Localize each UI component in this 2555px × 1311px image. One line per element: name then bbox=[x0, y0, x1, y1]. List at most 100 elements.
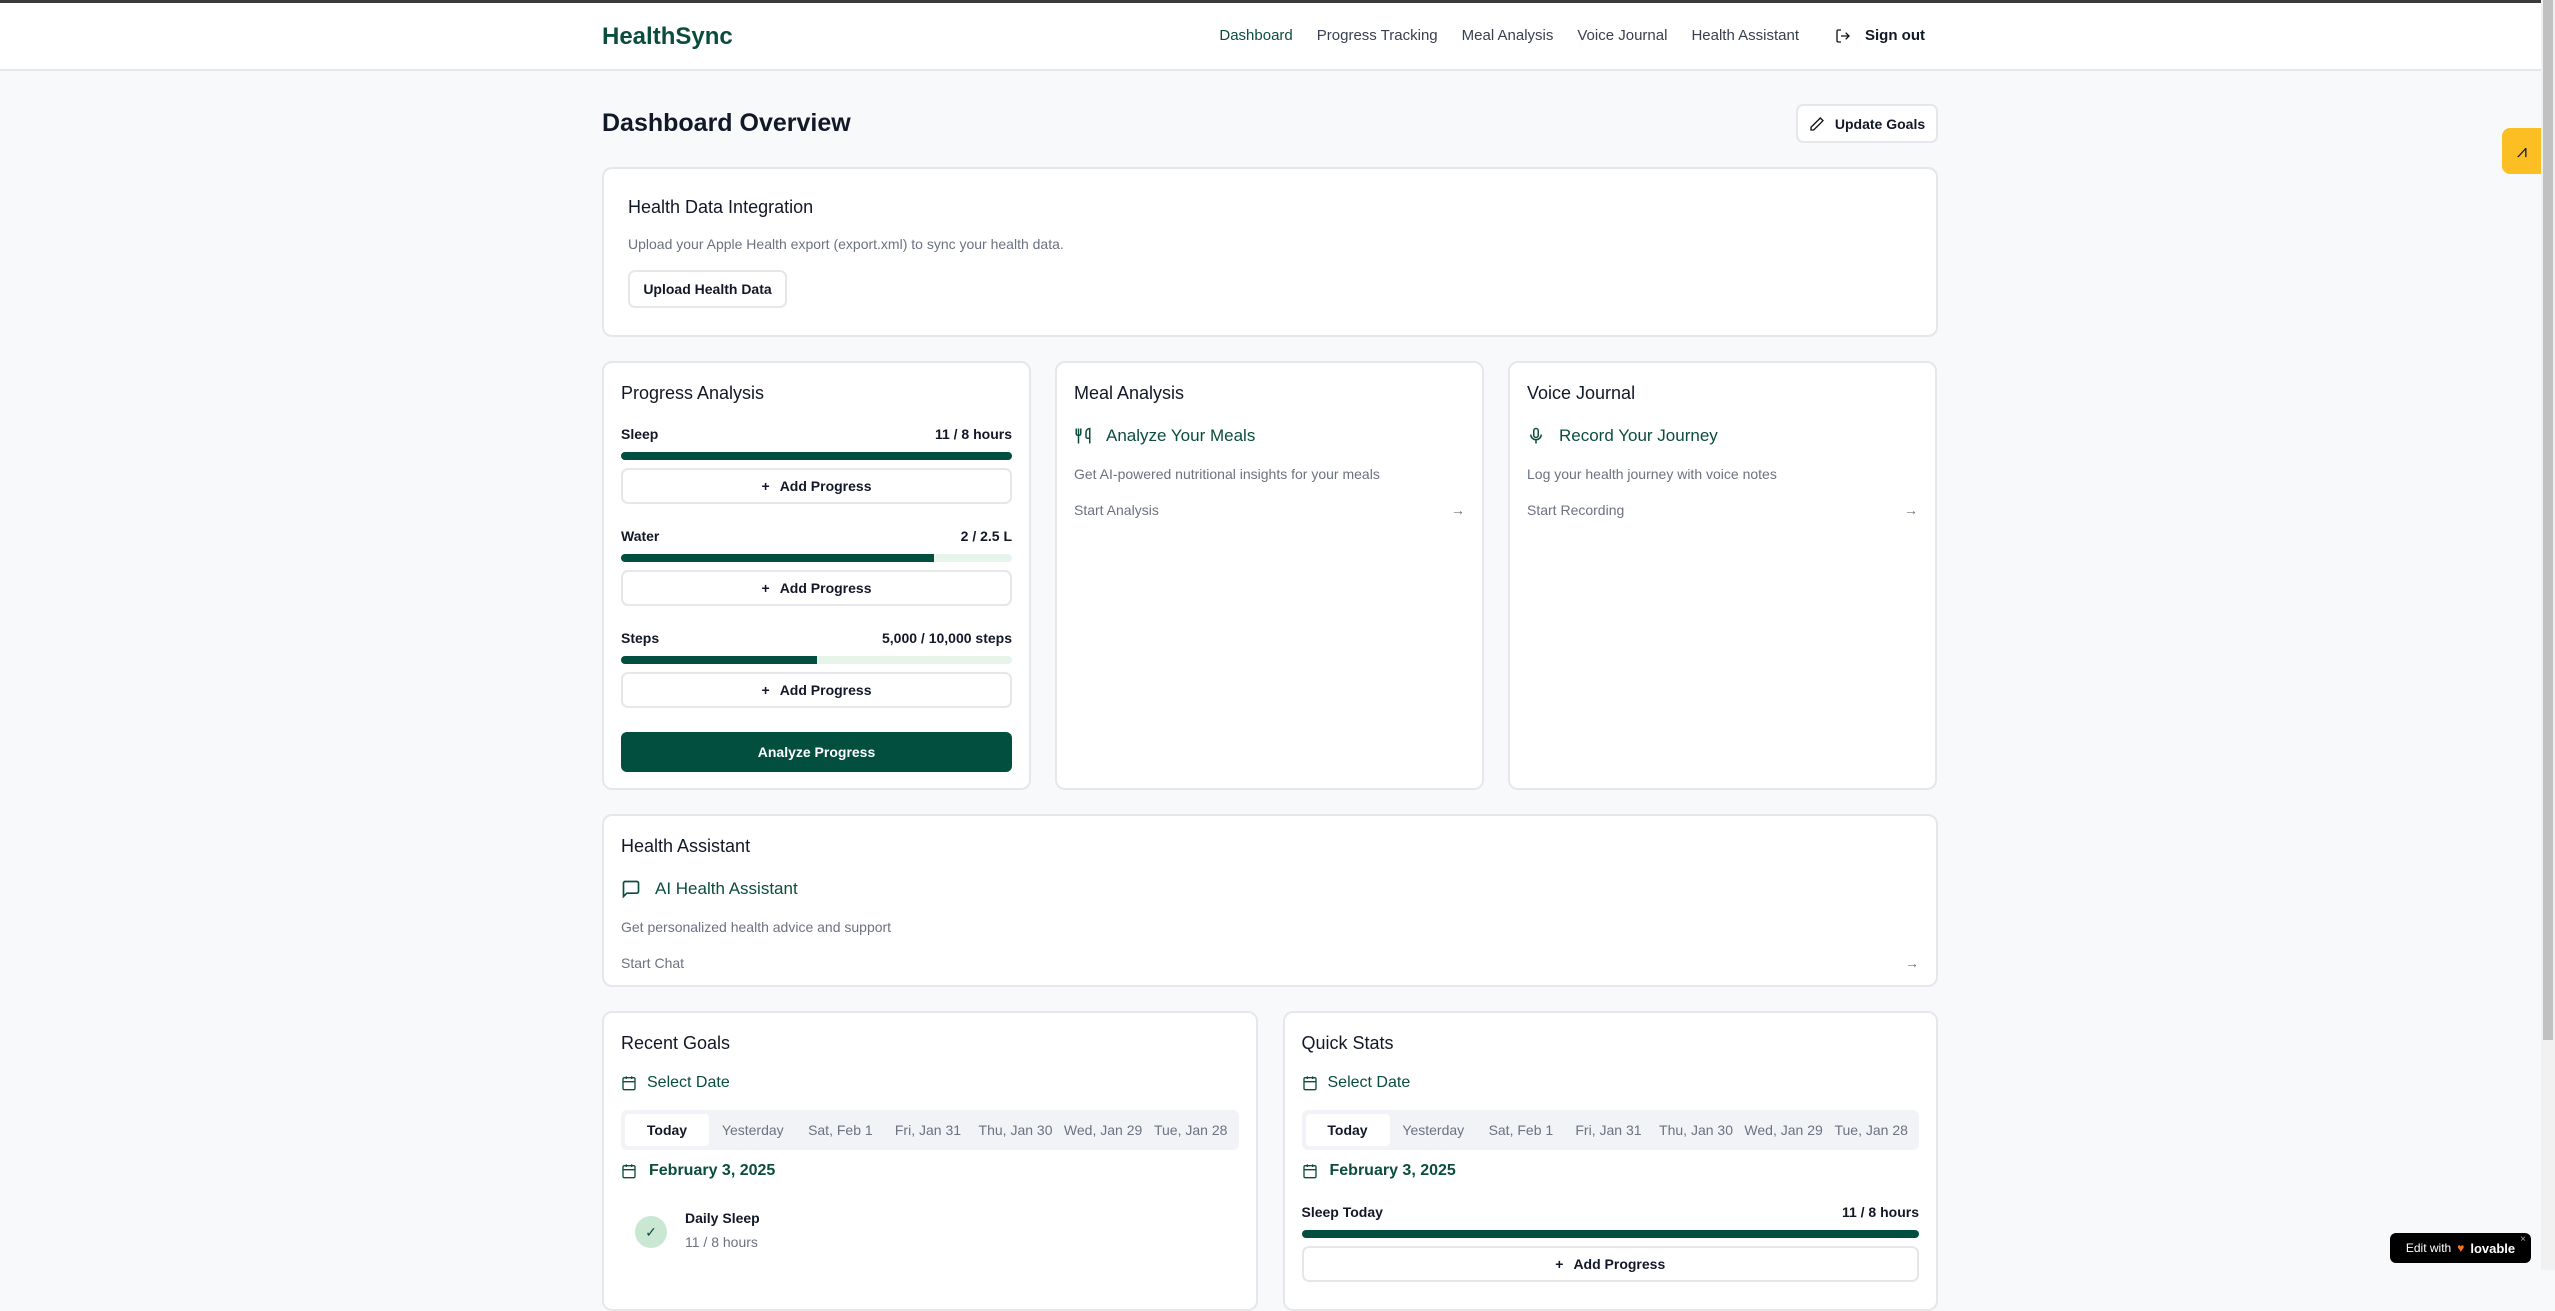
close-badge-button[interactable]: × bbox=[2520, 1234, 2526, 1245]
widget-logo-icon: ⩘ bbox=[2516, 140, 2528, 161]
add-progress-button[interactable]: + Add Progress bbox=[621, 468, 1012, 504]
calendar-icon bbox=[1302, 1074, 1318, 1092]
logo[interactable]: HealthSync bbox=[602, 23, 733, 50]
top-nav: HealthSync Dashboard Progress Tracking M… bbox=[0, 3, 2555, 71]
card-title: Recent Goals bbox=[621, 1033, 731, 1053]
selected-date: February 3, 2025 bbox=[1329, 1162, 1456, 1179]
date-tab[interactable]: Tue, Jan 28 bbox=[1834, 1122, 1908, 1138]
nav-dashboard[interactable]: Dashboard bbox=[1219, 27, 1293, 44]
goal-name: Daily Sleep bbox=[685, 1210, 760, 1226]
scrollbar[interactable] bbox=[2541, 0, 2555, 1270]
floating-widget-button[interactable]: ⩘ bbox=[2502, 128, 2542, 174]
plus-icon: + bbox=[761, 682, 770, 698]
progress-fill bbox=[621, 656, 817, 664]
scrollbar-thumb[interactable] bbox=[2543, 0, 2553, 1040]
meal-analysis-card: Meal Analysis Analyze Your Meals Get AI-… bbox=[1055, 361, 1484, 790]
plus-icon: + bbox=[1555, 1256, 1564, 1272]
feature-title: Record Your Journey bbox=[1559, 426, 1718, 445]
sign-out-button[interactable]: Sign out bbox=[1835, 27, 1925, 44]
date-tabs: Today Yesterday Sat, Feb 1 Fri, Jan 31 Thu, … bbox=[1301, 1110, 1919, 1150]
card-description: Log your health journey with voice notes bbox=[1527, 466, 1777, 482]
card-title: Health Assistant bbox=[621, 836, 751, 856]
progress-value: 11 / 8 hours bbox=[934, 426, 1012, 442]
select-date-button[interactable]: Select Date bbox=[1302, 1074, 1920, 1092]
card-title: Voice Journal bbox=[1527, 383, 1636, 403]
health-assistant-card: Health Assistant AI Health Assistant Get… bbox=[602, 814, 1938, 987]
update-goals-label: Update Goals bbox=[1834, 115, 1926, 132]
card-title: Health Data Integration bbox=[628, 197, 814, 217]
progress-item-water: Water 2 / 2.5 L bbox=[621, 528, 1012, 544]
progress-value: 5,000 / 10,000 steps bbox=[882, 630, 1012, 646]
start-recording-link[interactable]: Start Recording → bbox=[1527, 502, 1918, 518]
health-data-integration-card: Health Data Integration Upload your Appl… bbox=[602, 167, 1938, 337]
progress-fill bbox=[621, 452, 1012, 460]
add-progress-button[interactable]: + Add Progress bbox=[621, 570, 1012, 606]
feature-title: AI Health Assistant bbox=[655, 879, 798, 898]
date-tabs: Today Yesterday Sat, Feb 1 Fri, Jan 31 Thu, … bbox=[621, 1110, 1239, 1150]
utensils-icon bbox=[1075, 427, 1091, 444]
date-tab[interactable]: Today bbox=[1305, 1114, 1390, 1146]
edit-with-lovable-badge[interactable]: Edit with ♥ lovable × bbox=[2390, 1233, 2531, 1263]
select-date-label: Select Date bbox=[647, 1074, 730, 1091]
date-tab[interactable]: Tue, Jan 28 bbox=[1153, 1122, 1228, 1138]
sleep-progress-bar bbox=[1301, 1230, 1919, 1238]
progress-label: Water bbox=[621, 528, 660, 544]
main-content: Dashboard Overview Update Goals Health D… bbox=[602, 70, 1938, 1311]
add-progress-label: Add Progress bbox=[779, 478, 872, 494]
add-progress-button[interactable]: + Add Progress bbox=[1301, 1246, 1919, 1282]
date-tab[interactable]: Today bbox=[625, 1114, 709, 1146]
recent-goals-card: Recent Goals Select Date Today Yesterday S… bbox=[602, 1011, 1258, 1311]
select-date-button[interactable]: Select Date bbox=[621, 1074, 1239, 1092]
date-tab[interactable]: Sat, Feb 1 bbox=[808, 1122, 873, 1138]
date-tab[interactable]: Sat, Feb 1 bbox=[1488, 1122, 1554, 1138]
card-title: Meal Analysis bbox=[1074, 383, 1185, 403]
card-title: Progress Analysis bbox=[621, 383, 765, 403]
card-title: Quick Stats bbox=[1301, 1033, 1394, 1053]
date-tab[interactable]: Wed, Jan 29 bbox=[1063, 1122, 1143, 1138]
nav-voice-journal[interactable]: Voice Journal bbox=[1577, 27, 1668, 44]
date-tab[interactable]: Yesterday bbox=[721, 1122, 784, 1138]
date-tab[interactable]: Thu, Jan 30 bbox=[1659, 1122, 1733, 1138]
progress-item-sleep: Sleep 11 / 8 hours bbox=[621, 426, 1012, 442]
update-goals-button[interactable]: Update Goals bbox=[1796, 104, 1938, 143]
date-tab[interactable]: Yesterday bbox=[1402, 1122, 1465, 1138]
arrow-right-icon: → bbox=[1904, 502, 1918, 518]
calendar-icon bbox=[621, 1162, 637, 1180]
add-progress-label: Add Progress bbox=[779, 580, 872, 596]
main-nav: Dashboard Progress Tracking Meal Analysi… bbox=[1219, 27, 1925, 44]
badge-text: Edit with bbox=[2405, 1241, 2452, 1255]
selected-date: February 3, 2025 bbox=[649, 1162, 776, 1179]
start-chat-link[interactable]: Start Chat → bbox=[621, 955, 1919, 971]
analyze-progress-button[interactable]: Analyze Progress bbox=[621, 732, 1012, 772]
heart-icon: ♥ bbox=[2457, 1241, 2465, 1255]
date-tab[interactable]: Fri, Jan 31 bbox=[894, 1122, 962, 1138]
stat-label: Sleep Today bbox=[1301, 1204, 1383, 1220]
select-date-label: Select Date bbox=[1327, 1074, 1411, 1091]
window-top-border bbox=[0, 0, 2555, 3]
calendar-icon bbox=[1302, 1162, 1318, 1180]
date-tab[interactable]: Thu, Jan 30 bbox=[978, 1122, 1053, 1138]
date-tab[interactable]: Fri, Jan 31 bbox=[1575, 1122, 1642, 1138]
nav-progress-tracking[interactable]: Progress Tracking bbox=[1316, 27, 1438, 44]
progress-fill bbox=[621, 554, 934, 562]
card-description: Get AI-powered nutritional insights for … bbox=[1074, 466, 1380, 482]
nav-meal-analysis[interactable]: Meal Analysis bbox=[1461, 27, 1554, 44]
pencil-icon bbox=[1810, 116, 1824, 131]
microphone-icon bbox=[1530, 427, 1542, 444]
link-label: Start Chat bbox=[621, 955, 685, 971]
nav-health-assistant[interactable]: Health Assistant bbox=[1691, 27, 1799, 44]
check-icon: ✓ bbox=[635, 1216, 667, 1248]
add-progress-button[interactable]: + Add Progress bbox=[621, 672, 1012, 708]
card-description: Get personalized health advice and suppo… bbox=[621, 919, 892, 935]
feature-title: Analyze Your Meals bbox=[1106, 426, 1256, 445]
progress-bar bbox=[621, 452, 1012, 460]
sign-out-label: Sign out bbox=[1865, 27, 1925, 44]
message-square-icon bbox=[622, 880, 640, 899]
goal-item: ✓ Daily Sleep 11 / 8 hours bbox=[635, 1210, 1239, 1250]
date-tab[interactable]: Wed, Jan 29 bbox=[1744, 1122, 1823, 1138]
progress-value: 2 / 2.5 L bbox=[960, 528, 1012, 544]
upload-health-data-button[interactable]: Upload Health Data bbox=[628, 270, 787, 308]
progress-bar bbox=[621, 554, 1012, 562]
quick-stats-card: Quick Stats Select Date Today Yesterday Sa… bbox=[1282, 1011, 1938, 1311]
start-analysis-link[interactable]: Start Analysis → bbox=[1074, 502, 1465, 518]
